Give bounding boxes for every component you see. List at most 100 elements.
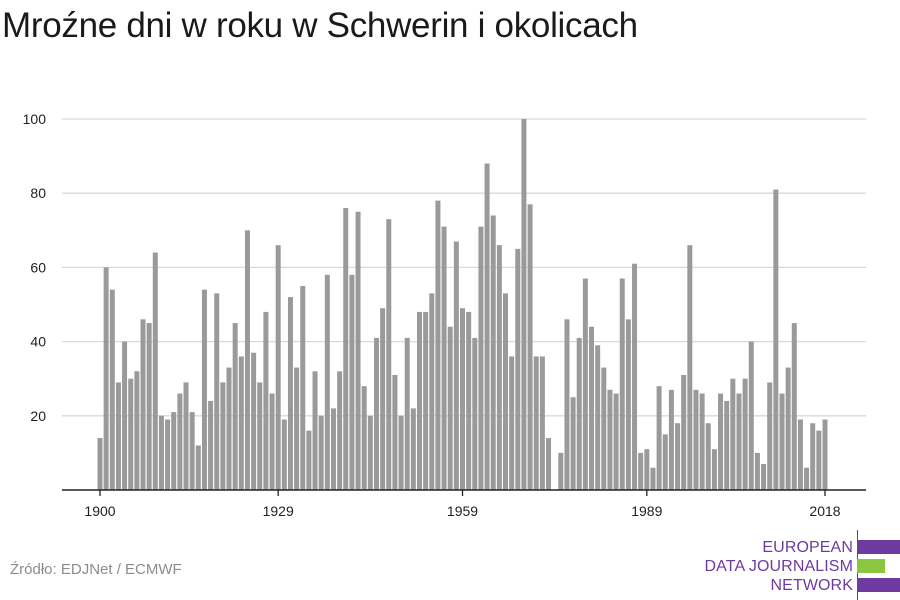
bar-2009 bbox=[767, 382, 773, 490]
bar-1913 bbox=[177, 393, 183, 490]
bar-2001 bbox=[718, 393, 724, 490]
bar-1904 bbox=[122, 341, 128, 490]
bar-2003 bbox=[730, 378, 736, 490]
chart-title: Mroźne dni w roku w Schwerin i okolicach bbox=[2, 6, 638, 45]
bar-1987 bbox=[632, 263, 638, 490]
logo-bar-purple-top bbox=[857, 540, 900, 554]
bar-1965 bbox=[496, 245, 502, 490]
bar-1906 bbox=[134, 371, 140, 490]
bar-1972 bbox=[539, 356, 545, 490]
bar-1934 bbox=[306, 430, 312, 490]
bar-1994 bbox=[675, 423, 681, 490]
bar-1964 bbox=[490, 215, 496, 490]
bar-1944 bbox=[367, 415, 373, 490]
bar-1943 bbox=[361, 386, 367, 490]
bar-2007 bbox=[754, 452, 760, 490]
bar-1935 bbox=[312, 371, 318, 490]
bar-1970 bbox=[527, 204, 533, 490]
bar-1914 bbox=[183, 382, 189, 490]
bar-1978 bbox=[576, 337, 582, 490]
logo-text: EUROPEAN DATA JOURNALISM NETWORK bbox=[705, 538, 853, 595]
bar-1901 bbox=[103, 267, 109, 490]
bar-1915 bbox=[189, 412, 195, 490]
logo-bar-purple-bottom bbox=[857, 578, 900, 592]
bar-1991 bbox=[656, 386, 662, 490]
bar-1900 bbox=[97, 438, 103, 490]
x-tick-labels: 1900 1929 1959 1989 2018 bbox=[84, 503, 840, 519]
bar-1968 bbox=[515, 248, 521, 490]
bar-2000 bbox=[711, 449, 717, 490]
logo-line-3: NETWORK bbox=[770, 577, 853, 594]
bar-1984 bbox=[613, 393, 619, 490]
x-axis bbox=[62, 489, 866, 496]
bar-1940 bbox=[343, 208, 349, 491]
bar-1971 bbox=[533, 356, 539, 490]
y-tick-labels: 20 40 60 80 100 bbox=[23, 111, 47, 424]
bar-2016 bbox=[810, 423, 816, 490]
bar-1957 bbox=[447, 326, 453, 490]
bar-1916 bbox=[195, 445, 201, 490]
bar-1954 bbox=[429, 293, 435, 490]
bar-1941 bbox=[349, 274, 355, 490]
bar-1924 bbox=[244, 230, 250, 491]
bar-1950 bbox=[404, 337, 410, 490]
x-tick-label-1900: 1900 bbox=[84, 503, 115, 519]
bar-1932 bbox=[294, 367, 300, 490]
bar-1960 bbox=[466, 311, 472, 490]
bar-1967 bbox=[509, 356, 515, 490]
bar-1952 bbox=[416, 311, 422, 490]
bar-2010 bbox=[773, 189, 779, 491]
bar-1961 bbox=[472, 337, 478, 490]
bar-1988 bbox=[638, 452, 644, 490]
bar-1942 bbox=[355, 211, 361, 490]
y-tick-label-80: 80 bbox=[30, 185, 46, 201]
source-note: Źródło: EDJNet / ECMWF bbox=[10, 561, 182, 578]
bar-1983 bbox=[607, 389, 613, 490]
edjnet-logo: EUROPEAN DATA JOURNALISM NETWORK bbox=[700, 530, 900, 600]
x-tick-label-1959: 1959 bbox=[447, 503, 478, 519]
logo-bar-green bbox=[857, 559, 885, 573]
bar-1918 bbox=[208, 400, 214, 490]
bar-1975 bbox=[558, 452, 564, 490]
bar-1982 bbox=[601, 367, 607, 490]
bar-1910 bbox=[158, 415, 164, 490]
bar-1929 bbox=[275, 245, 281, 490]
bar-2008 bbox=[761, 464, 767, 490]
bar-1907 bbox=[140, 319, 146, 490]
bar-1937 bbox=[324, 274, 330, 490]
bar-1979 bbox=[582, 278, 588, 490]
bar-1946 bbox=[380, 308, 386, 490]
bar-1995 bbox=[681, 374, 687, 490]
bar-1976 bbox=[564, 319, 570, 490]
logo-line-2: DATA JOURNALISM bbox=[704, 558, 853, 575]
bar-2002 bbox=[724, 400, 730, 490]
bar-1923 bbox=[238, 356, 244, 490]
bars bbox=[97, 119, 828, 491]
y-tick-label-60: 60 bbox=[30, 259, 46, 275]
bar-1949 bbox=[398, 415, 404, 490]
bar-1996 bbox=[687, 245, 693, 490]
bar-1997 bbox=[693, 389, 699, 490]
bar-2011 bbox=[779, 393, 785, 490]
bar-1945 bbox=[373, 337, 379, 490]
bar-1920 bbox=[220, 382, 226, 490]
bar-1973 bbox=[546, 438, 552, 490]
bar-1911 bbox=[165, 419, 171, 490]
bar-1947 bbox=[386, 219, 392, 491]
bar-1981 bbox=[595, 345, 601, 490]
bar-1986 bbox=[625, 319, 631, 490]
bar-1963 bbox=[484, 163, 490, 490]
bar-2004 bbox=[736, 393, 742, 490]
logo-line-1: EUROPEAN bbox=[762, 539, 853, 556]
bar-1921 bbox=[226, 367, 232, 490]
bar-1928 bbox=[269, 393, 275, 490]
bar-2012 bbox=[785, 367, 791, 490]
bar-1909 bbox=[152, 252, 158, 490]
bar-1902 bbox=[109, 289, 115, 490]
bar-2017 bbox=[816, 430, 822, 490]
bar-1933 bbox=[300, 285, 306, 490]
bar-1908 bbox=[146, 323, 152, 490]
bar-1917 bbox=[201, 289, 207, 490]
bar-2018 bbox=[822, 419, 828, 490]
bar-1989 bbox=[644, 449, 650, 490]
